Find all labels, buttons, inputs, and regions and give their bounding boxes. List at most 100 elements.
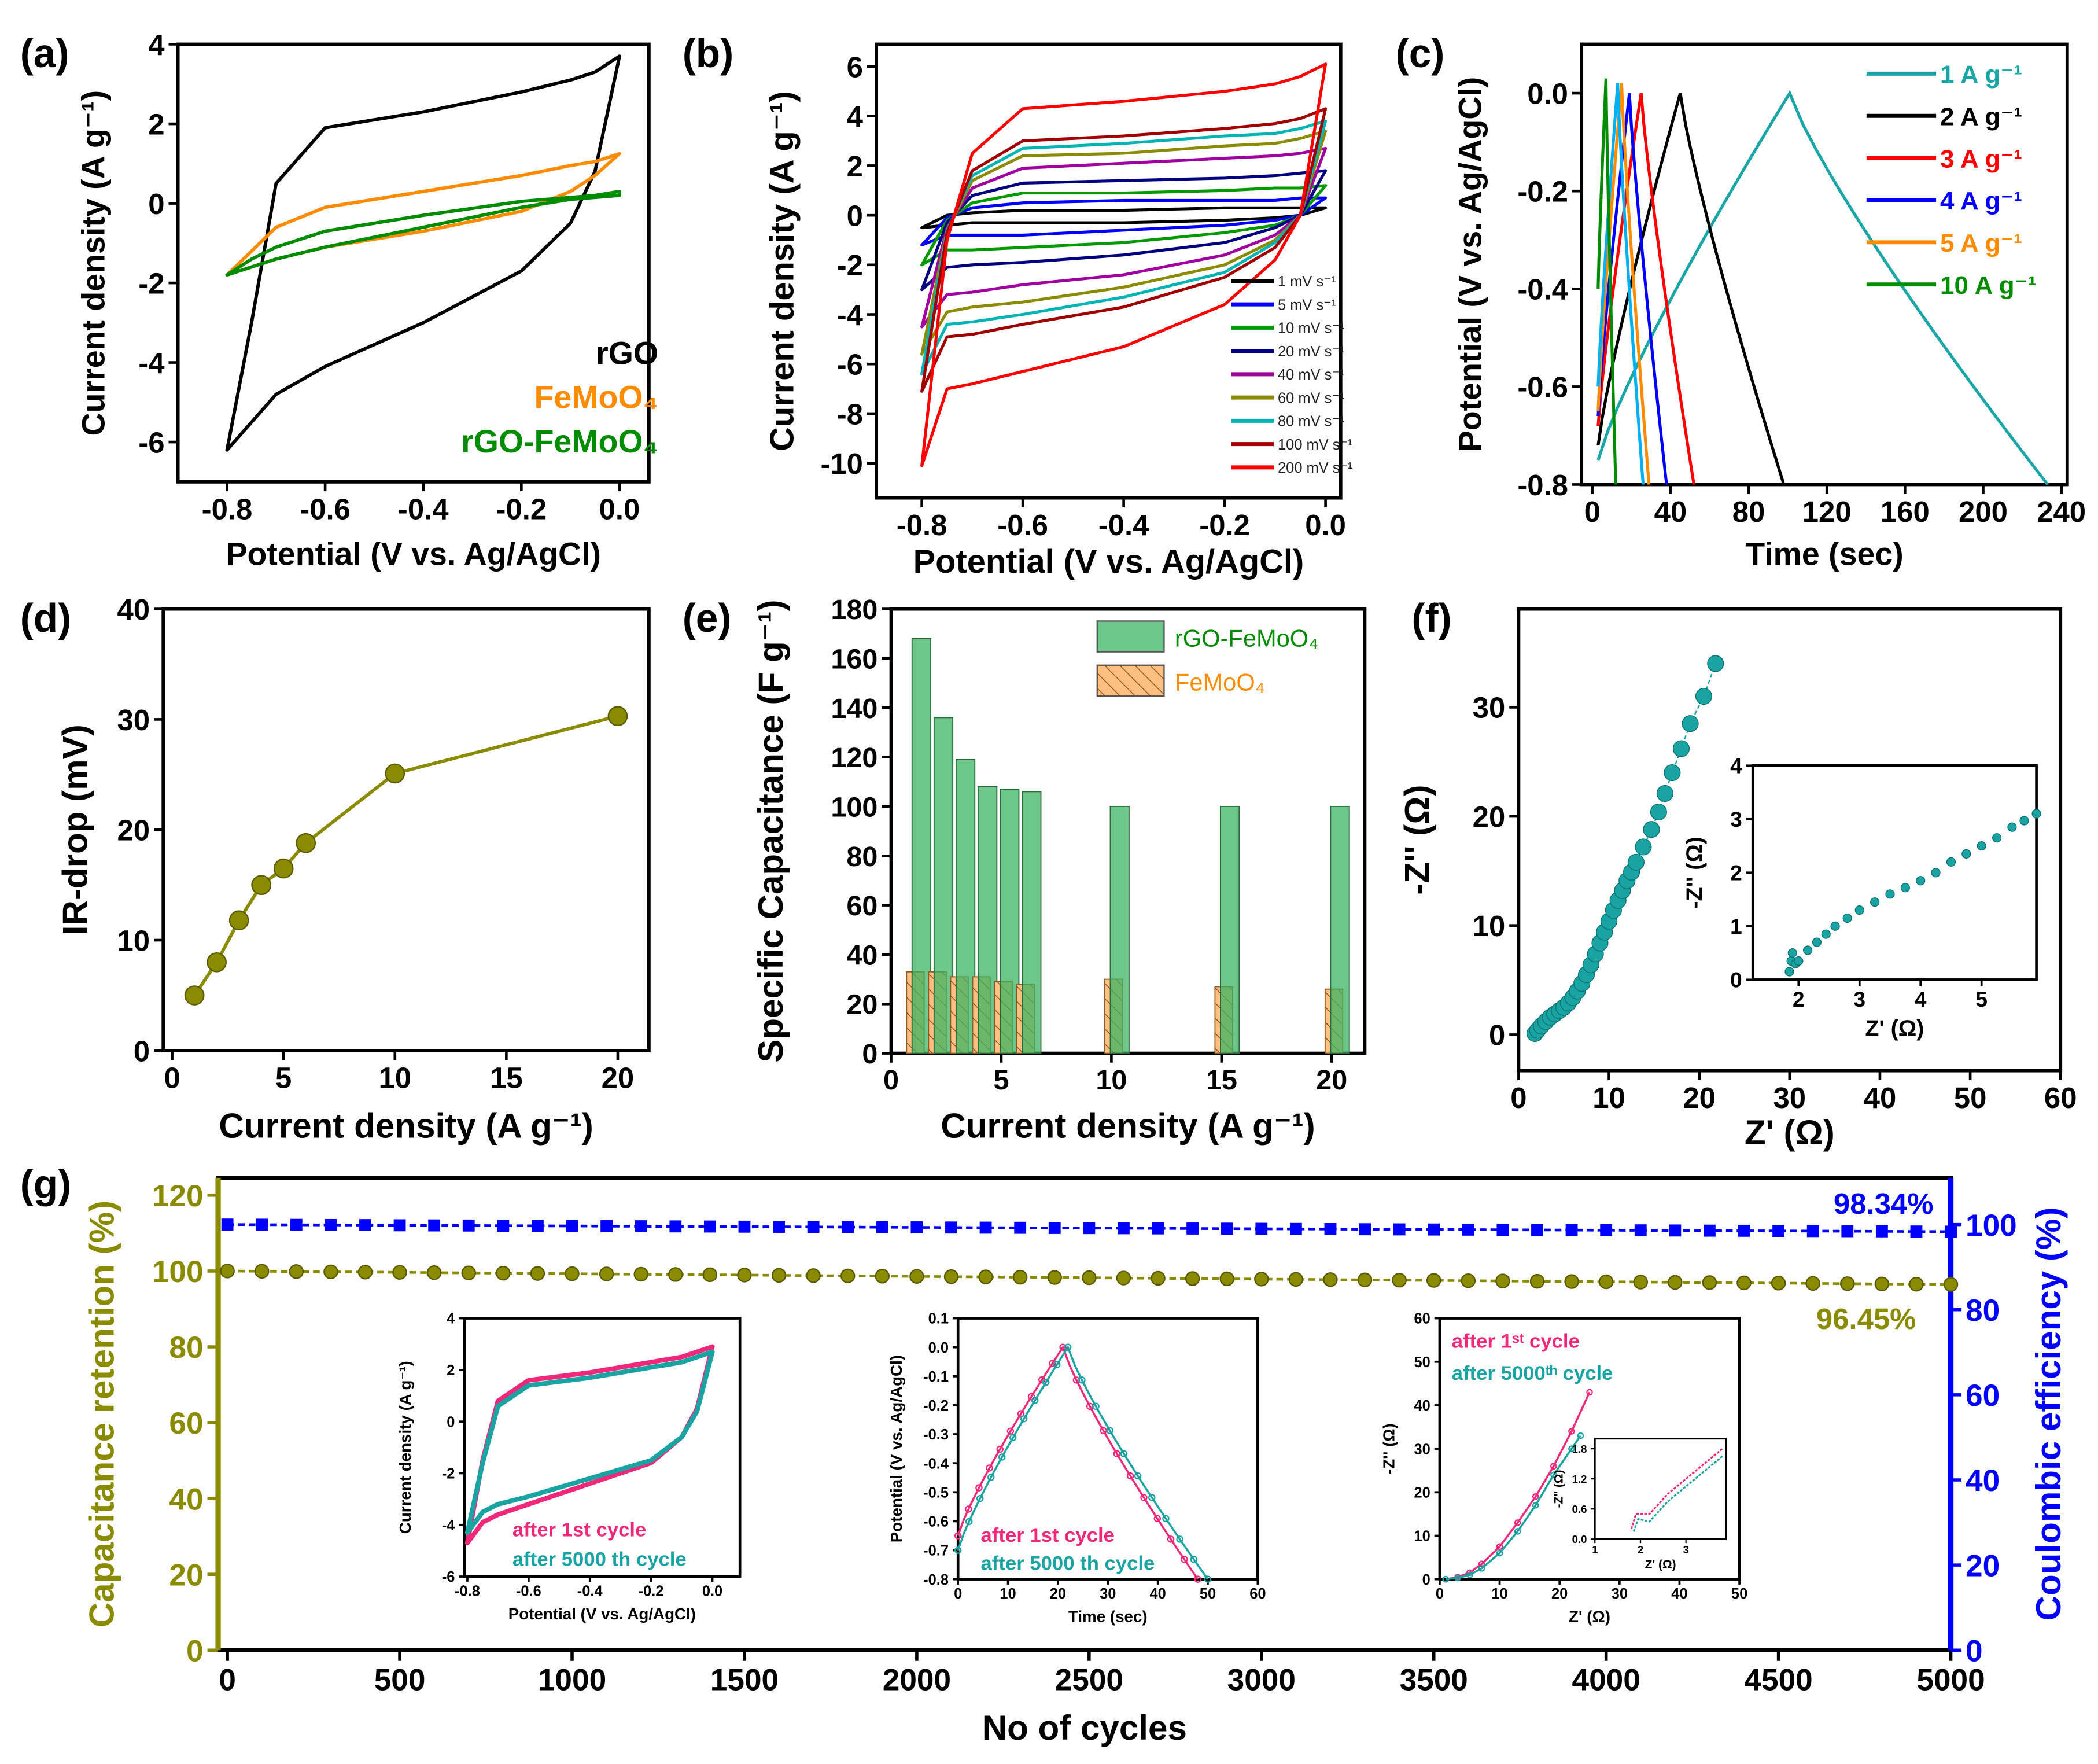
data-point [1478, 1560, 1485, 1568]
x-axis-label: Time (sec) [1068, 1608, 1148, 1626]
data-point [737, 1268, 752, 1283]
data-point [565, 1266, 580, 1281]
gcd-marker [1194, 1575, 1201, 1583]
data-point [1478, 1565, 1485, 1572]
data-point [979, 1221, 992, 1234]
y-tick-label: 1 [1730, 914, 1742, 938]
legend-label: 2 A g⁻¹ [1940, 102, 2022, 131]
x-tick-label: 1000 [538, 1663, 606, 1697]
gcd-marker [1162, 1515, 1170, 1523]
data-point [669, 1220, 682, 1233]
data-point [461, 1265, 476, 1280]
data-point [909, 1269, 924, 1284]
data-point [1635, 838, 1652, 856]
y-tick-label: -6 [138, 426, 164, 459]
x-tick-label: 40 [1149, 1586, 1166, 1602]
gcd-marker [996, 1445, 1004, 1453]
plot-frame [176, 42, 651, 484]
legend-label: FeMoO₄ [1175, 669, 1265, 696]
cv-curve [920, 196, 1328, 247]
gcd-curve [1596, 78, 1617, 485]
x-tick-label: 0.0 [702, 1583, 722, 1599]
data-point [607, 706, 628, 727]
x-axis-label: Potential (V vs. Ag/AgCl) [913, 543, 1304, 580]
data-point [1704, 1224, 1716, 1237]
x-tick-label: 50 [1954, 1081, 1987, 1114]
x-tick-label: 4000 [1572, 1663, 1640, 1697]
data-point [1462, 1223, 1474, 1236]
panel-d: 0 5 10 15 20 0 10 20 30 40 Current density (A g⁻¹)… [56, 593, 651, 1145]
x-tick-label: -0.8 [455, 1583, 480, 1599]
gcd-marker [986, 1464, 993, 1472]
data-point [1633, 1275, 1648, 1290]
y-axis-label: -Z'' (Ω) [1682, 837, 1707, 908]
y-tick-label: 60 [1414, 1311, 1430, 1327]
panel-g: 0 500 1000 1500 2000 2500 3000 3500 4000 4500 5000… [83, 1176, 2068, 1747]
inset-cv: -0.8 -0.6 -0.4 -0.2 0.0 4 2 0 -2 -4 -6 Potential (V… [396, 1311, 742, 1623]
x-tick-label: 30 [1100, 1586, 1116, 1602]
data-point [1736, 1275, 1752, 1291]
x-tick-label: 20 [1551, 1586, 1568, 1602]
x-tick-label: 2 [1638, 1544, 1643, 1556]
y-tick-label: -2 [837, 249, 863, 282]
data-point [1672, 740, 1690, 757]
data-point [1568, 1428, 1575, 1435]
data-point [910, 1221, 923, 1233]
x-axis-label: Z' (Ω) [1645, 1558, 1676, 1571]
x-tick-label: 4 [1915, 987, 1927, 1011]
data-point [1992, 833, 2002, 843]
y-tick-label: 0.6 [1572, 1503, 1587, 1515]
y2-tick-label: 60 [1966, 1379, 2000, 1413]
data-point [325, 1218, 337, 1231]
data-point [1565, 1224, 1578, 1236]
gcd-marker [1167, 1535, 1175, 1543]
data-point [600, 1220, 613, 1232]
y-tick-label: -0.8 [1517, 469, 1568, 502]
cv-curve [920, 206, 1328, 230]
retention-final-annotation: 96.45% [1816, 1302, 1916, 1335]
x-tick-label: 0 [1584, 495, 1601, 528]
series-line [1630, 1448, 1723, 1530]
x-tick-label: 5 [1975, 987, 1988, 1011]
y-axis-label: Capacitance retention (%) [83, 1200, 121, 1627]
plot-frame [1594, 1438, 1727, 1540]
x-tick-label: 2500 [1055, 1663, 1123, 1697]
gcd-curve [1596, 83, 1651, 485]
data-point [1496, 1224, 1509, 1236]
data-point [1945, 1225, 1957, 1238]
bar-rgo-femoo4 [911, 638, 932, 1054]
gcd-curve [1596, 93, 1786, 485]
data-point [1288, 1272, 1304, 1287]
y-tick-label: -4 [837, 299, 864, 332]
data-point [840, 1268, 856, 1284]
x-tick-label: -0.6 [997, 509, 1048, 542]
plot-frame [161, 607, 651, 1052]
data-point [1854, 905, 1864, 915]
data-point [1598, 1274, 1614, 1290]
data-point [1874, 1276, 1890, 1291]
gcd-marker [1181, 1556, 1188, 1563]
y-tick-label: -6 [837, 348, 863, 381]
plot-frame [875, 42, 1343, 500]
legend-label: rGO [596, 335, 658, 371]
cv-curve [464, 1349, 715, 1535]
y-axis-label: Potential (V vs. Ag/AgCl) [887, 1355, 905, 1542]
data-point [1656, 785, 1673, 802]
x-tick-label: -0.4 [398, 492, 449, 525]
gcd-marker [1059, 1343, 1067, 1351]
legend-label: 20 mV s⁻¹ [1278, 344, 1344, 360]
y-tick-label: 80 [846, 841, 877, 872]
panel-c: 0 40 80 120 160 200 240 0.0 -0.2 -0.4 -0.6 -0.8 Time… [1452, 42, 2086, 572]
y-tick-label: 0 [847, 199, 863, 232]
y-tick-label: 120 [831, 742, 877, 774]
data-point [1254, 1272, 1269, 1287]
legend-label: 1 mV s⁻¹ [1278, 274, 1336, 290]
legend-swatch [1096, 620, 1165, 653]
x-tick-label: 0.0 [1305, 509, 1346, 542]
data-point [773, 1221, 785, 1233]
data-point [221, 1218, 234, 1231]
y2-tick-label: 40 [1966, 1464, 2000, 1498]
legend-label: after 5000 th cycle [981, 1552, 1155, 1574]
data-point [426, 1265, 442, 1280]
bar-rgo-femoo4 [933, 717, 954, 1054]
